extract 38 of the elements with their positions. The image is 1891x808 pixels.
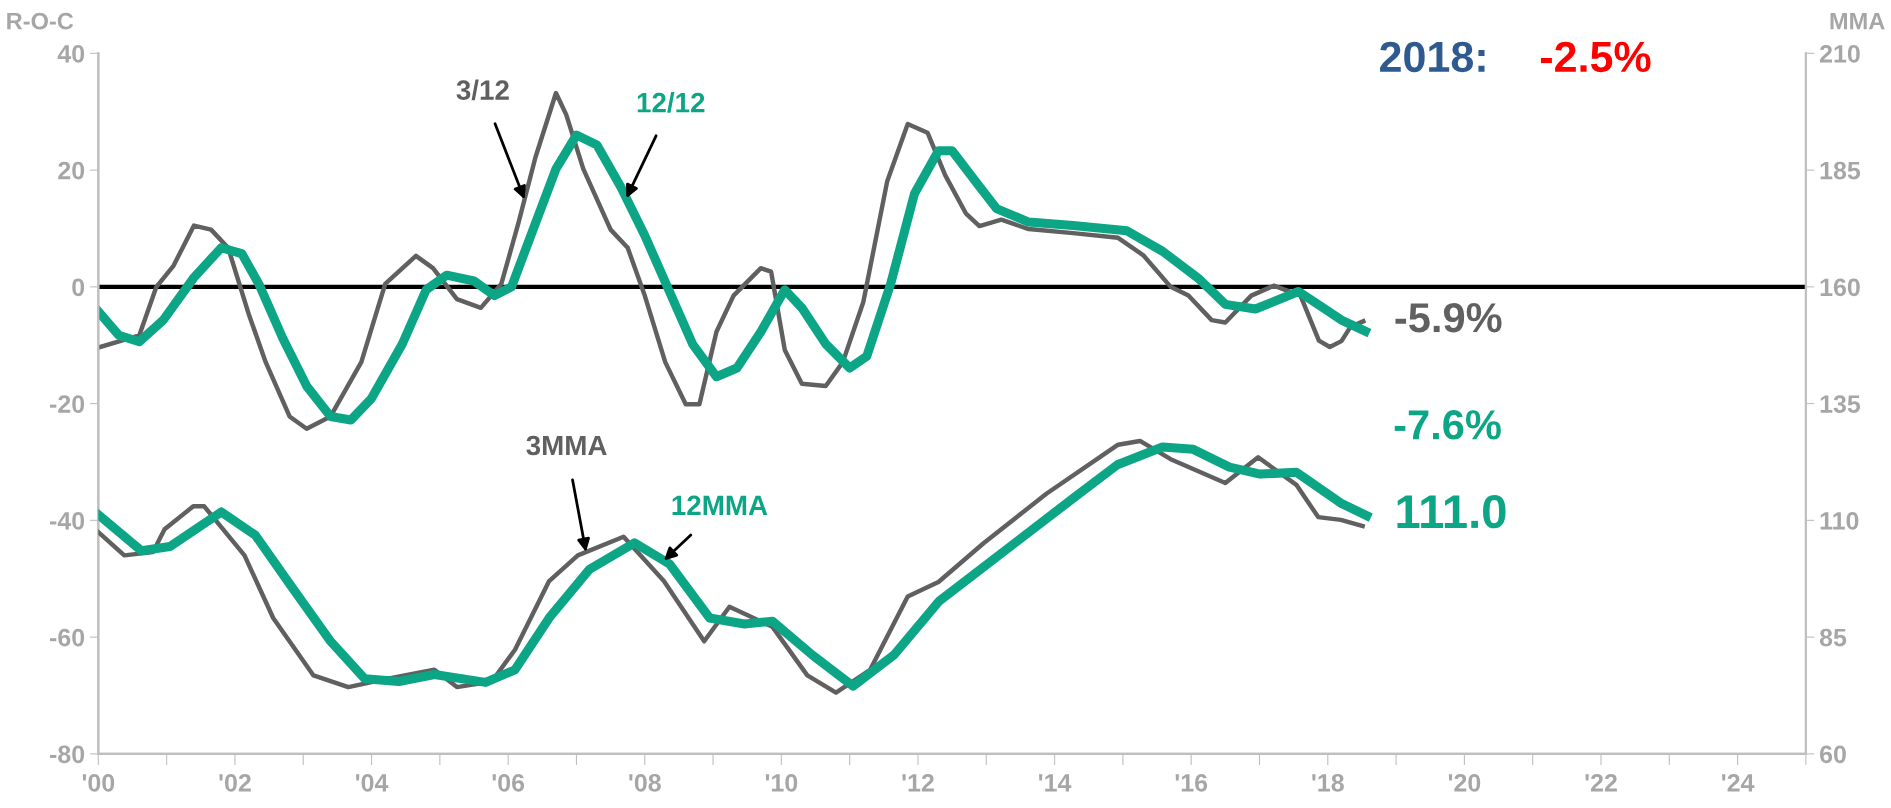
annotation: 2018: xyxy=(1380,41,1485,73)
series-label: 3/12 xyxy=(456,79,509,101)
data-label: -5.9% xyxy=(1395,302,1502,333)
x-tick-label: '00 xyxy=(82,773,115,792)
x-tick-label: '14 xyxy=(1039,774,1072,792)
y-tick-label: -80 xyxy=(49,745,85,764)
y2-axis-title: MMA xyxy=(1830,12,1885,30)
y2-tick-label: 160 xyxy=(1820,278,1860,297)
annotation: -2.5% xyxy=(1540,41,1651,73)
y-tick-label: 0 xyxy=(72,278,85,297)
y-tick-label: -60 xyxy=(49,628,85,647)
y-tick-label: -40 xyxy=(49,511,85,530)
series-label: 12MMA xyxy=(672,495,768,515)
x-tick-label: '08 xyxy=(629,773,661,792)
x-tick-label: '02 xyxy=(219,773,251,792)
x-tick-label: '24 xyxy=(1722,773,1755,792)
x-tick-label: '18 xyxy=(1312,773,1344,792)
y2-tick-label: 135 xyxy=(1820,395,1861,413)
x-tick-label: '04 xyxy=(356,773,389,792)
x-tick-label: '10 xyxy=(765,773,798,792)
data-label: 111.0 xyxy=(1397,494,1506,529)
y-tick-label: -20 xyxy=(49,395,85,413)
y-axis-title: R-O-C xyxy=(7,12,74,30)
y-tick-label: 20 xyxy=(58,161,85,180)
series-label: 12/12 xyxy=(637,92,705,113)
y2-tick-label: 85 xyxy=(1819,628,1847,647)
y2-tick-label: 210 xyxy=(1819,44,1860,63)
y2-tick-label: 185 xyxy=(1820,161,1861,180)
x-tick-label: '22 xyxy=(1585,773,1617,792)
x-tick-label: '16 xyxy=(1175,773,1208,792)
x-tick-label: '06 xyxy=(492,773,525,792)
y2-tick-label: 60 xyxy=(1820,745,1846,764)
x-tick-label: '20 xyxy=(1448,773,1481,792)
text: 3MMA xyxy=(526,435,607,456)
x-tick-label: '12 xyxy=(902,773,934,792)
y-tick-label: 40 xyxy=(57,44,85,63)
data-label: -7.6% xyxy=(1394,410,1501,440)
y2-tick-label: 110 xyxy=(1820,511,1859,530)
